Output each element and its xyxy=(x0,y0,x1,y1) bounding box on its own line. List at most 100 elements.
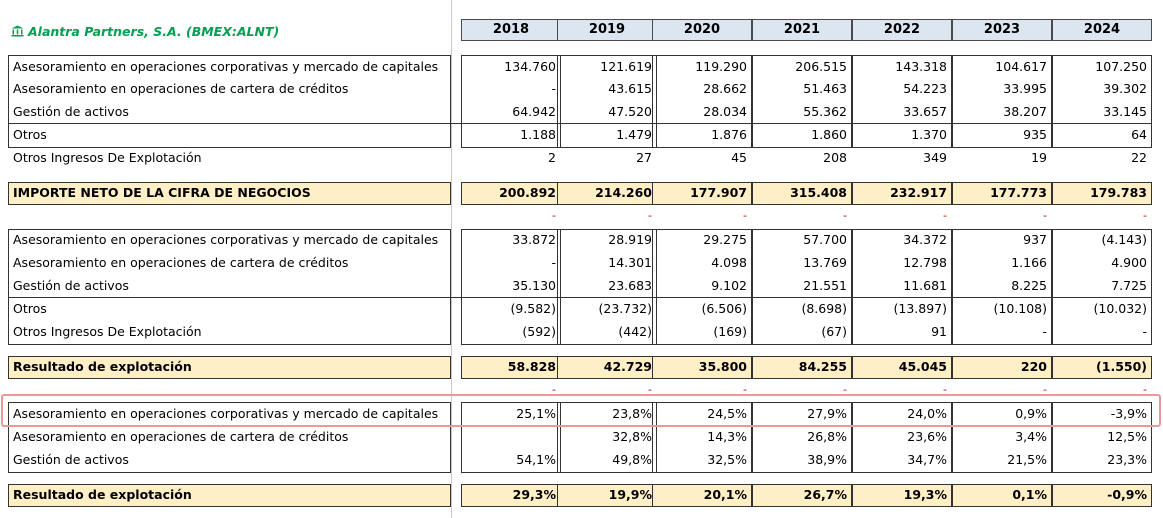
row-value: 1.188 xyxy=(520,127,556,142)
row-value: (10.108) xyxy=(993,301,1048,316)
ebit-total-value: 84.255 xyxy=(798,359,847,374)
row-value: (23.732) xyxy=(598,301,653,316)
row-value: (4.143) xyxy=(1101,232,1147,247)
row-label: Otros Ingresos De Explotación xyxy=(13,324,202,339)
revenue-section-col-box xyxy=(557,55,657,148)
row-value: 49,8% xyxy=(612,452,652,467)
ebit-section-col-box xyxy=(461,229,561,345)
margin-section-col-box xyxy=(852,402,952,473)
row-value: 23,6% xyxy=(907,429,947,444)
row-value: 1.876 xyxy=(711,127,747,142)
row-value: 21.551 xyxy=(803,278,847,293)
row-value: 1.479 xyxy=(616,127,652,142)
row-value: 1.370 xyxy=(911,127,947,142)
row-value: 3,4% xyxy=(1015,429,1047,444)
dash-marker: - xyxy=(1043,383,1047,396)
row-value: 206.515 xyxy=(795,59,847,74)
ebit-total-col-box xyxy=(952,356,1052,379)
row-value: 38,9% xyxy=(807,452,847,467)
ebit-total-col-box xyxy=(1052,356,1152,379)
margin-section-col-box xyxy=(461,402,561,473)
column-divider xyxy=(451,0,452,518)
row-value: 33.657 xyxy=(903,104,947,119)
dash-marker: - xyxy=(1043,209,1047,222)
margin-section-col-box xyxy=(1052,402,1152,473)
row-value: 21,5% xyxy=(1007,452,1047,467)
margin-total-value: 29,3% xyxy=(512,487,556,502)
revenue-total-label-box xyxy=(8,182,451,205)
row-value: 32,5% xyxy=(707,452,747,467)
row-value: 134.760 xyxy=(504,59,556,74)
row-value: - xyxy=(1042,324,1047,339)
margin-section-col-box xyxy=(752,402,852,473)
ebit-section-col-box xyxy=(752,229,852,345)
revenue-total-value: 179.783 xyxy=(1090,185,1147,200)
row-value: 143.318 xyxy=(895,59,947,74)
row-value: 24,5% xyxy=(707,406,747,421)
row-value: 64 xyxy=(1131,127,1147,142)
row-value: 28.034 xyxy=(703,104,747,119)
row-value: 1.860 xyxy=(811,127,847,142)
row-value: 104.617 xyxy=(995,59,1047,74)
revenue-total-value: 177.773 xyxy=(990,185,1047,200)
row-value: 23.683 xyxy=(608,278,652,293)
revenue-section-col-box xyxy=(952,55,1052,148)
row-value: 25,1% xyxy=(516,406,556,421)
row-value: 937 xyxy=(1023,232,1047,247)
row-value: (592) xyxy=(522,324,556,339)
year-header: 2019 xyxy=(557,19,657,41)
row-value: 29.275 xyxy=(703,232,747,247)
margin-total-value: 26,7% xyxy=(803,487,847,502)
revenue-total-col-box xyxy=(652,182,752,205)
row-value: 91 xyxy=(931,324,947,339)
row-value: 11.681 xyxy=(903,278,947,293)
margin-total-col-box xyxy=(652,484,752,507)
row-value: 47.520 xyxy=(608,104,652,119)
revenue-total-value: 214.260 xyxy=(595,185,652,200)
row-value: 1.166 xyxy=(1011,255,1047,270)
row-value: 34,7% xyxy=(907,452,947,467)
row-value: 2 xyxy=(548,150,556,165)
row-value: 27,9% xyxy=(807,406,847,421)
ebit-total-col-box xyxy=(752,356,852,379)
revenue-total-value: 200.892 xyxy=(499,185,556,200)
row-value: 349 xyxy=(923,150,947,165)
row-value: 34.372 xyxy=(903,232,947,247)
company-name: Alantra Partners, S.A. (BMEX:ALNT) xyxy=(28,23,280,39)
row-value: 64.942 xyxy=(512,104,556,119)
ebit-section-col-box xyxy=(652,229,752,345)
row-label: Asesoramiento en operaciones de cartera … xyxy=(13,429,349,444)
row-label: Otros xyxy=(13,127,47,142)
row-value: 33.872 xyxy=(512,232,556,247)
row-value xyxy=(461,426,560,448)
row-value: 14.301 xyxy=(608,255,652,270)
row-value: 57.700 xyxy=(803,232,847,247)
row-label: Asesoramiento en operaciones corporativa… xyxy=(13,232,439,247)
row-value: (8.698) xyxy=(801,301,847,316)
row-value: 208 xyxy=(823,150,847,165)
margin-total-value: 19,3% xyxy=(903,487,947,502)
dash-marker: - xyxy=(552,209,556,222)
row-value: -3,9% xyxy=(1110,406,1147,421)
row-value: 51.463 xyxy=(803,81,847,96)
row-value: 13.769 xyxy=(803,255,847,270)
row-value: 26,8% xyxy=(807,429,847,444)
row-value: 107.250 xyxy=(1095,59,1147,74)
row-value: 12,5% xyxy=(1107,429,1147,444)
year-header: 2021 xyxy=(752,19,852,41)
margin-section-label-box xyxy=(8,402,451,473)
ebit-section-col-box xyxy=(952,229,1052,345)
dash-marker: - xyxy=(648,383,652,396)
row-value: 0,9% xyxy=(1015,406,1047,421)
dash-marker: - xyxy=(743,209,747,222)
dash-marker: - xyxy=(943,383,947,396)
row-value: (169) xyxy=(713,324,747,339)
ebit-section-col-box xyxy=(852,229,952,345)
row-value: 19 xyxy=(1031,150,1047,165)
revenue-total-value: 232.917 xyxy=(890,185,947,200)
row-value: 28.662 xyxy=(703,81,747,96)
dash-marker: - xyxy=(1143,383,1147,396)
row-value: (10.032) xyxy=(1093,301,1148,316)
row-value: 119.290 xyxy=(695,59,747,74)
ebit-total-value: 45.045 xyxy=(898,359,947,374)
